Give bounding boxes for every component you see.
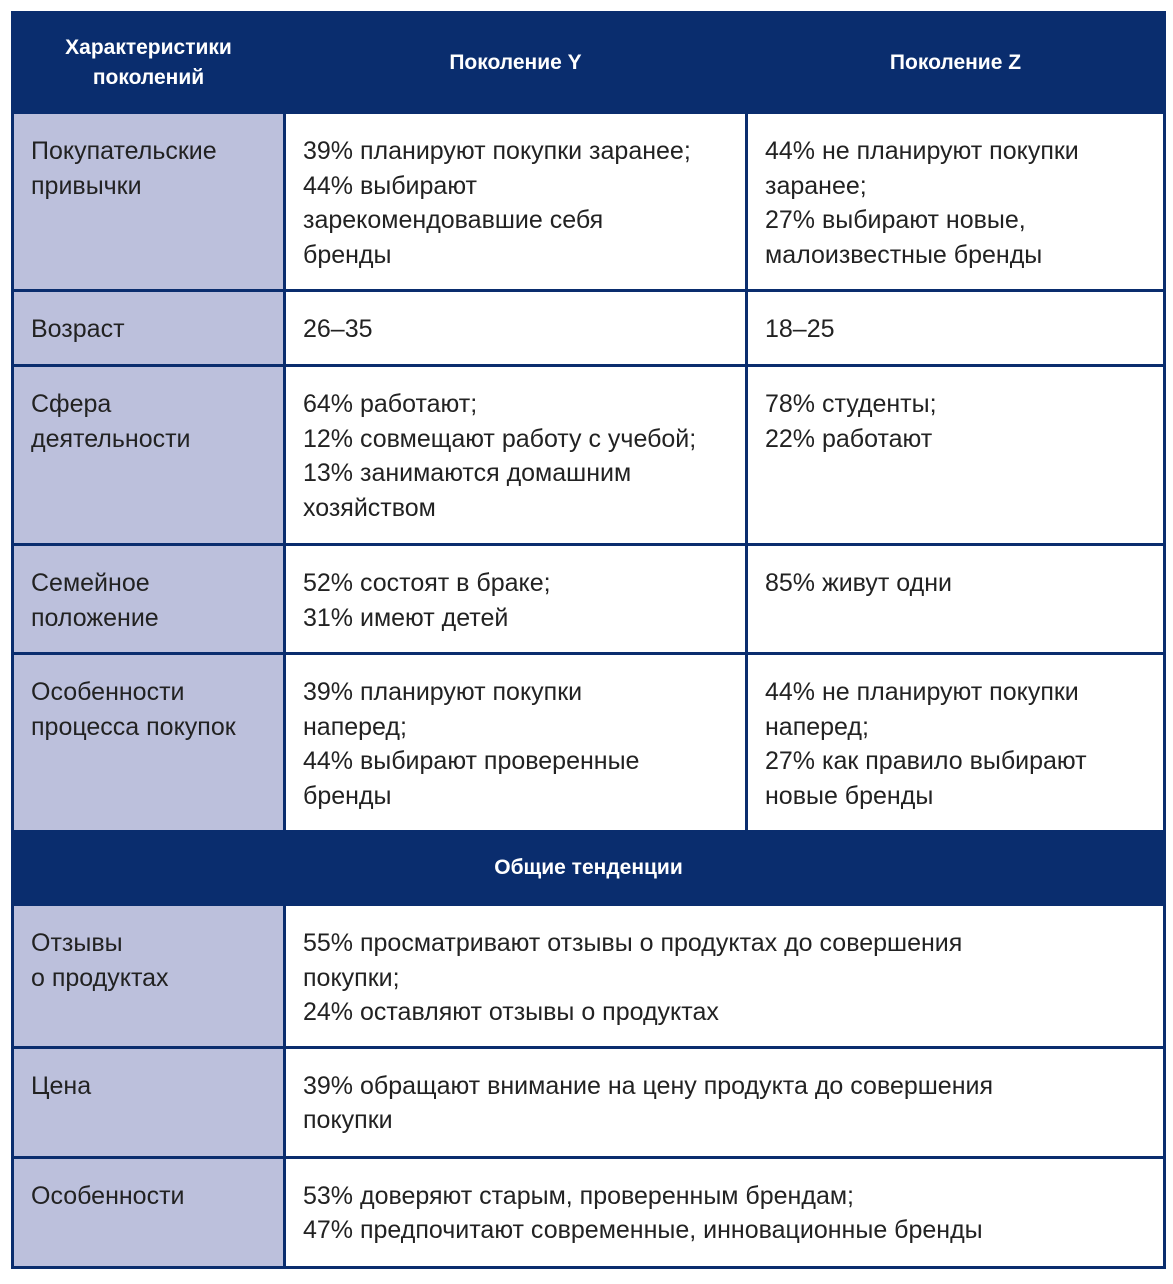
cell-y: 39% планируют покупки заранее; 44% выбир… xyxy=(283,111,748,292)
cell-y: 64% работают; 12% совмещают работу с уче… xyxy=(283,364,748,546)
cell-z: 78% студенты; 22% работают xyxy=(745,364,1166,546)
section-row: Общие тенденции xyxy=(11,830,1166,906)
row-label: Покупательские привычки xyxy=(11,111,286,292)
row-label: Особенности xyxy=(11,1155,286,1269)
table-row: Покупательские привычки 39% планируют по… xyxy=(11,111,1166,292)
row-label: Семейное положение xyxy=(11,543,286,655)
row-label: Особенности процесса покупок xyxy=(11,652,286,833)
row-label: Цена xyxy=(11,1045,286,1159)
table-row: Семейное положение 52% состоят в браке; … xyxy=(11,543,1166,655)
cell-common: 39% обращают внимание на цену продукта д… xyxy=(283,1045,1166,1159)
header-generation-z: Поколение Z xyxy=(745,11,1166,114)
table-row: Особенности процесса покупок 39% планиру… xyxy=(11,652,1166,833)
table-row: Возраст 26–35 18–25 xyxy=(11,289,1166,367)
header-row: Характеристики поколений Поколение Y Пок… xyxy=(11,11,1166,114)
cell-y: 52% состоят в браке; 31% имеют детей xyxy=(283,543,748,655)
header-characteristics: Характеристики поколений xyxy=(11,11,286,114)
table-row: Особенности 53% доверяют старым, провере… xyxy=(11,1155,1166,1269)
cell-z: 85% живут одни xyxy=(745,543,1166,655)
cell-common: 55% просматривают отзывы о продуктах до … xyxy=(283,903,1166,1049)
table-row: Отзывы о продуктах 55% просматривают отз… xyxy=(11,903,1166,1049)
cell-y: 26–35 xyxy=(283,289,748,367)
row-label: Отзывы о продуктах xyxy=(11,903,286,1049)
cell-y: 39% планируют покупки наперед; 44% выбир… xyxy=(283,652,748,833)
cell-z: 44% не планируют покупки наперед; 27% ка… xyxy=(745,652,1166,833)
section-title: Общие тенденции xyxy=(11,830,1166,906)
table-row: Цена 39% обращают внимание на цену проду… xyxy=(11,1045,1166,1159)
table-row: Сфера деятельности 64% работают; 12% сов… xyxy=(11,364,1166,546)
cell-common: 53% доверяют старым, проверенным брендам… xyxy=(283,1155,1166,1269)
cell-z: 44% не планируют покупки заранее; 27% вы… xyxy=(745,111,1166,292)
row-label: Сфера деятельности xyxy=(11,364,286,546)
generations-table: Характеристики поколений Поколение Y Пок… xyxy=(11,11,1166,1269)
header-generation-y: Поколение Y xyxy=(283,11,748,114)
row-label: Возраст xyxy=(11,289,286,367)
cell-z: 18–25 xyxy=(745,289,1166,367)
